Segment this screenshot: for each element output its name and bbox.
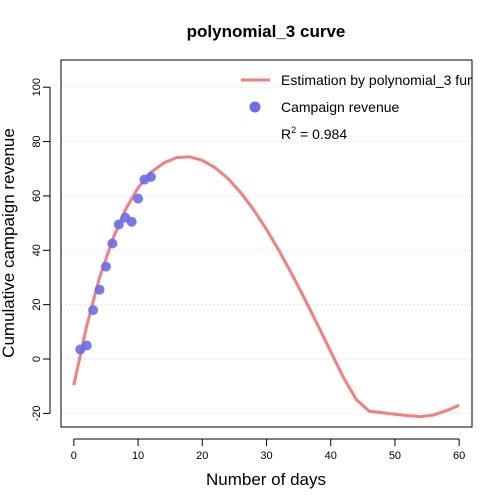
y-tick-label: 60 [31, 190, 43, 202]
data-point [126, 216, 137, 227]
legend: Estimation by polynomial_3 fur Campaign … [241, 72, 472, 142]
x-tick-label: 60 [453, 450, 465, 462]
data-point [133, 193, 144, 204]
y-tick-label: 20 [31, 299, 43, 311]
legend-point-swatch [249, 101, 261, 113]
y-tick-label: 40 [31, 244, 43, 256]
y-axis: -20 0 20 40 60 80 100 [31, 78, 51, 421]
r2-superscript: 2 [291, 125, 296, 135]
grid-lines [61, 86, 472, 414]
y-tick-label: -20 [31, 405, 43, 421]
x-tick-label: 20 [196, 450, 208, 462]
legend-point-label: Campaign revenue [281, 99, 400, 115]
r2-symbol: R [281, 126, 291, 142]
data-point [88, 305, 99, 316]
y-tick-label: 100 [31, 78, 43, 96]
x-tick-label: 30 [260, 450, 272, 462]
data-point [145, 171, 156, 182]
fitted-curve [72, 155, 460, 419]
y-tick-label: 0 [31, 356, 43, 362]
x-tick-label: 50 [389, 450, 401, 462]
r-squared-annotation: R2 = 0.984 [281, 125, 347, 142]
plot-area [72, 155, 460, 419]
plot-frame [60, 59, 473, 428]
data-point [94, 284, 105, 295]
chart-title: polynomial_3 curve [187, 22, 346, 41]
data-point [81, 340, 92, 351]
data-point [107, 238, 118, 249]
data-point [113, 219, 124, 230]
x-tick-label: 10 [132, 450, 144, 462]
x-axis: 0 10 20 30 40 50 60 [71, 438, 465, 462]
x-tick-label: 40 [325, 450, 337, 462]
r2-value: = 0.984 [296, 126, 347, 142]
y-axis-title: Cumulative campaign revenue [0, 128, 18, 358]
y-tick-label: 80 [31, 135, 43, 147]
data-point [100, 261, 111, 272]
x-axis-title: Number of days [206, 470, 326, 489]
legend-line-label: Estimation by polynomial_3 fur [281, 72, 472, 88]
x-tick-label: 0 [71, 450, 77, 462]
